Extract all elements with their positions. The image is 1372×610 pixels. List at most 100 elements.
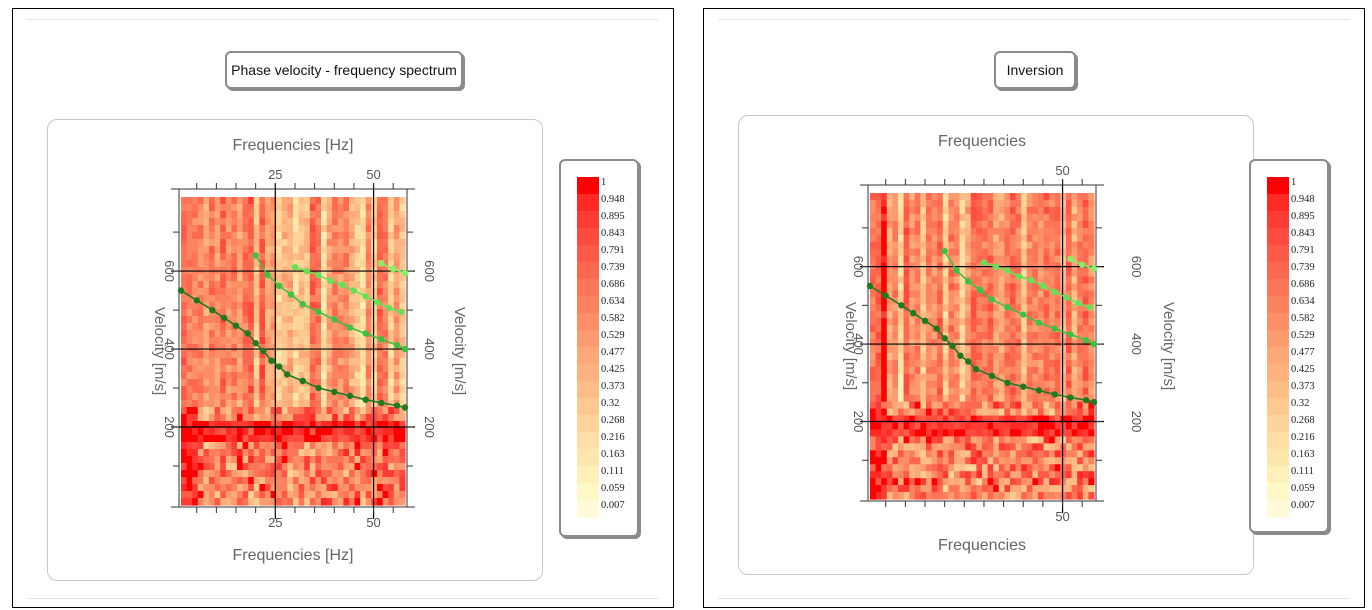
colorbar-label: 0.059 [1291,483,1315,494]
heatmap-cell [293,302,300,310]
heatmap-cell [1038,436,1045,444]
heatmap-cell [1060,464,1067,472]
heatmap-cell [393,358,400,366]
heatmap-cell [937,408,944,417]
heatmap-cell [909,255,916,264]
heatmap-cell [931,332,938,340]
heatmap-cell [349,442,356,450]
heatmap-cell [231,407,238,415]
heatmap-cell [354,491,361,499]
heatmap-cell [931,471,938,479]
heatmap-cell [1043,401,1050,410]
heatmap-cell [349,344,356,352]
heatmap-cell [365,379,372,387]
heatmap-cell [1026,297,1033,305]
heatmap-cell [259,211,266,219]
heatmap-cell [1010,311,1017,319]
heatmap-cell [231,204,238,212]
heatmap-cell [304,281,311,289]
heatmap-cell [1088,311,1095,319]
heatmap-cell [315,302,322,310]
heatmap-cell [326,302,333,310]
heatmap-cell [281,302,288,310]
heatmap-cell [287,428,294,436]
heatmap-cell [1010,352,1017,361]
heatmap-cell [399,281,406,289]
heatmap-cell [881,450,888,458]
heatmap-cell [1054,206,1061,215]
heatmap-cell [982,325,989,333]
heatmap-cell [281,253,288,261]
heatmap-cell [1049,492,1056,500]
heatmap-cell [304,323,311,331]
heatmap-cell [1043,359,1050,368]
heatmap-cell [309,470,316,478]
heatmap-cell [1043,380,1050,389]
heatmap-cell [349,372,356,380]
heatmap-cell [203,491,210,499]
heatmap-cell [382,288,389,296]
heatmap-cell [242,428,249,436]
heatmap-cell [270,386,277,394]
heatmap-cell [186,204,193,212]
heatmap-cell [237,393,244,401]
curve-point [338,281,346,288]
heatmap-cell [1082,373,1089,382]
heatmap-cell [225,337,232,345]
heatmap-cell [377,316,384,324]
heatmap-cell [982,401,989,410]
heatmap-cell [1049,206,1056,215]
heatmap-cell [270,309,277,317]
heatmap-cell [1038,394,1045,403]
colorbar-swatch [1267,228,1289,246]
heatmap-cell [298,246,305,254]
heatmap-cell [237,400,244,408]
curve-point [276,363,283,370]
heatmap-cell [225,225,232,233]
heatmap-cell [309,253,316,261]
curve-point [252,340,259,347]
heatmap-cell [377,204,384,212]
heatmap-cell [377,218,384,226]
heatmap-cell [354,309,361,317]
heatmap-cell [1088,429,1095,437]
heatmap-cell [1088,464,1095,472]
heatmap-cell [892,213,899,222]
heatmap-cell [321,414,328,422]
heatmap-cell [1043,311,1050,319]
heatmap-cell [1054,276,1061,284]
heatmap-cell [886,304,893,312]
heatmap-cell [265,239,272,247]
heatmap-cell [276,288,283,296]
heatmap-cell [209,204,216,212]
heatmap-cell [237,204,244,212]
heatmap-cell [937,422,944,431]
y-axis-left-label: Velocity [m/s] [151,307,168,395]
heatmap-cell [399,414,406,422]
heatmap-cell [954,443,961,451]
heatmap-cell [970,276,977,284]
heatmap-cell [1021,297,1028,305]
colorbar-label: 0.948 [601,194,625,205]
heatmap-cell [1043,290,1050,298]
heatmap-cell [197,316,204,324]
heatmap-cell [388,330,395,338]
heatmap-cell [237,253,244,261]
heatmap-cell [304,330,311,338]
heatmap-cell [892,248,899,257]
heatmap-cell [287,498,294,506]
heatmap-cell [220,288,227,296]
heatmap-cell [343,365,350,373]
heatmap-cell [970,318,977,326]
heatmap-cell [914,394,921,403]
heatmap-cell [365,253,372,261]
heatmap-cell [197,211,204,219]
heatmap-cell [1021,318,1028,326]
heatmap-cell [371,449,378,457]
heatmap-cell [965,478,972,486]
heatmap-cell [343,463,350,471]
heatmap-cell [265,204,272,212]
heatmap-cell [1010,213,1017,222]
heatmap-cell [1010,464,1017,472]
heatmap-cell [248,428,255,436]
